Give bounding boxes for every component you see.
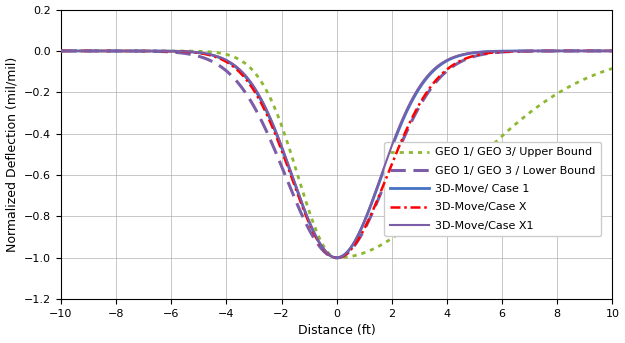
- 3D-Move/Case X1: [58, 49, 65, 53]
- 3D-Move/Case X: [311, 233, 318, 237]
- GEO 1/ GEO 3/ Upper Bound: [609, 67, 616, 71]
- Line: 3D-Move/ Case 1: 3D-Move/ Case 1: [61, 51, 612, 258]
- GEO 1/ GEO 3 / Lower Bound: [333, 256, 341, 260]
- 3D-Move/ Case 1: [492, 49, 499, 54]
- Y-axis label: Normalized Deflection (mil/mil): Normalized Deflection (mil/mil): [6, 57, 19, 252]
- 3D-Move/Case X: [592, 49, 600, 53]
- GEO 1/ GEO 3 / Lower Bound: [609, 49, 616, 53]
- GEO 1/ GEO 3/ Upper Bound: [593, 72, 601, 76]
- 3D-Move/Case X: [58, 49, 65, 53]
- X-axis label: Distance (ft): Distance (ft): [298, 324, 376, 338]
- 3D-Move/Case X1: [609, 49, 616, 53]
- GEO 1/ GEO 3 / Lower Bound: [86, 49, 93, 53]
- 3D-Move/ Case 1: [58, 49, 65, 53]
- GEO 1/ GEO 3/ Upper Bound: [326, 252, 333, 256]
- GEO 1/ GEO 3/ Upper Bound: [311, 224, 318, 228]
- GEO 1/ GEO 3 / Lower Bound: [311, 237, 318, 241]
- Legend: GEO 1/ GEO 3/ Upper Bound, GEO 1/ GEO 3 / Lower Bound, 3D-Move/ Case 1, 3D-Move/: GEO 1/ GEO 3/ Upper Bound, GEO 1/ GEO 3 …: [384, 142, 601, 236]
- GEO 1/ GEO 3 / Lower Bound: [492, 50, 499, 55]
- 3D-Move/Case X1: [326, 253, 333, 257]
- 3D-Move/Case X: [492, 50, 499, 55]
- 3D-Move/Case X1: [86, 49, 93, 53]
- 3D-Move/Case X: [333, 256, 341, 260]
- Line: 3D-Move/Case X: 3D-Move/Case X: [61, 51, 612, 258]
- Line: GEO 1/ GEO 3/ Upper Bound: GEO 1/ GEO 3/ Upper Bound: [61, 51, 612, 258]
- 3D-Move/ Case 1: [86, 49, 93, 53]
- GEO 1/ GEO 3 / Lower Bound: [58, 49, 65, 53]
- GEO 1/ GEO 3 / Lower Bound: [326, 253, 333, 258]
- 3D-Move/Case X: [609, 49, 616, 53]
- 3D-Move/ Case 1: [326, 253, 333, 257]
- 3D-Move/ Case 1: [311, 232, 318, 236]
- 3D-Move/Case X: [593, 49, 601, 53]
- GEO 1/ GEO 3 / Lower Bound: [592, 49, 600, 53]
- 3D-Move/ Case 1: [333, 256, 341, 260]
- 3D-Move/ Case 1: [593, 49, 601, 53]
- 3D-Move/Case X: [86, 49, 93, 53]
- GEO 1/ GEO 3/ Upper Bound: [58, 49, 65, 53]
- GEO 1/ GEO 3/ Upper Bound: [492, 140, 499, 144]
- 3D-Move/Case X1: [492, 49, 499, 53]
- 3D-Move/ Case 1: [592, 49, 600, 53]
- Line: GEO 1/ GEO 3 / Lower Bound: GEO 1/ GEO 3 / Lower Bound: [61, 51, 612, 258]
- GEO 1/ GEO 3/ Upper Bound: [592, 72, 600, 76]
- 3D-Move/ Case 1: [609, 49, 616, 53]
- 3D-Move/Case X1: [333, 256, 341, 260]
- GEO 1/ GEO 3/ Upper Bound: [86, 49, 93, 53]
- GEO 1/ GEO 3 / Lower Bound: [593, 49, 601, 53]
- 3D-Move/Case X1: [311, 231, 318, 235]
- 3D-Move/Case X: [326, 253, 333, 257]
- 3D-Move/Case X1: [592, 49, 600, 53]
- 3D-Move/Case X1: [593, 49, 601, 53]
- Line: 3D-Move/Case X1: 3D-Move/Case X1: [61, 51, 612, 258]
- GEO 1/ GEO 3/ Upper Bound: [333, 256, 341, 260]
